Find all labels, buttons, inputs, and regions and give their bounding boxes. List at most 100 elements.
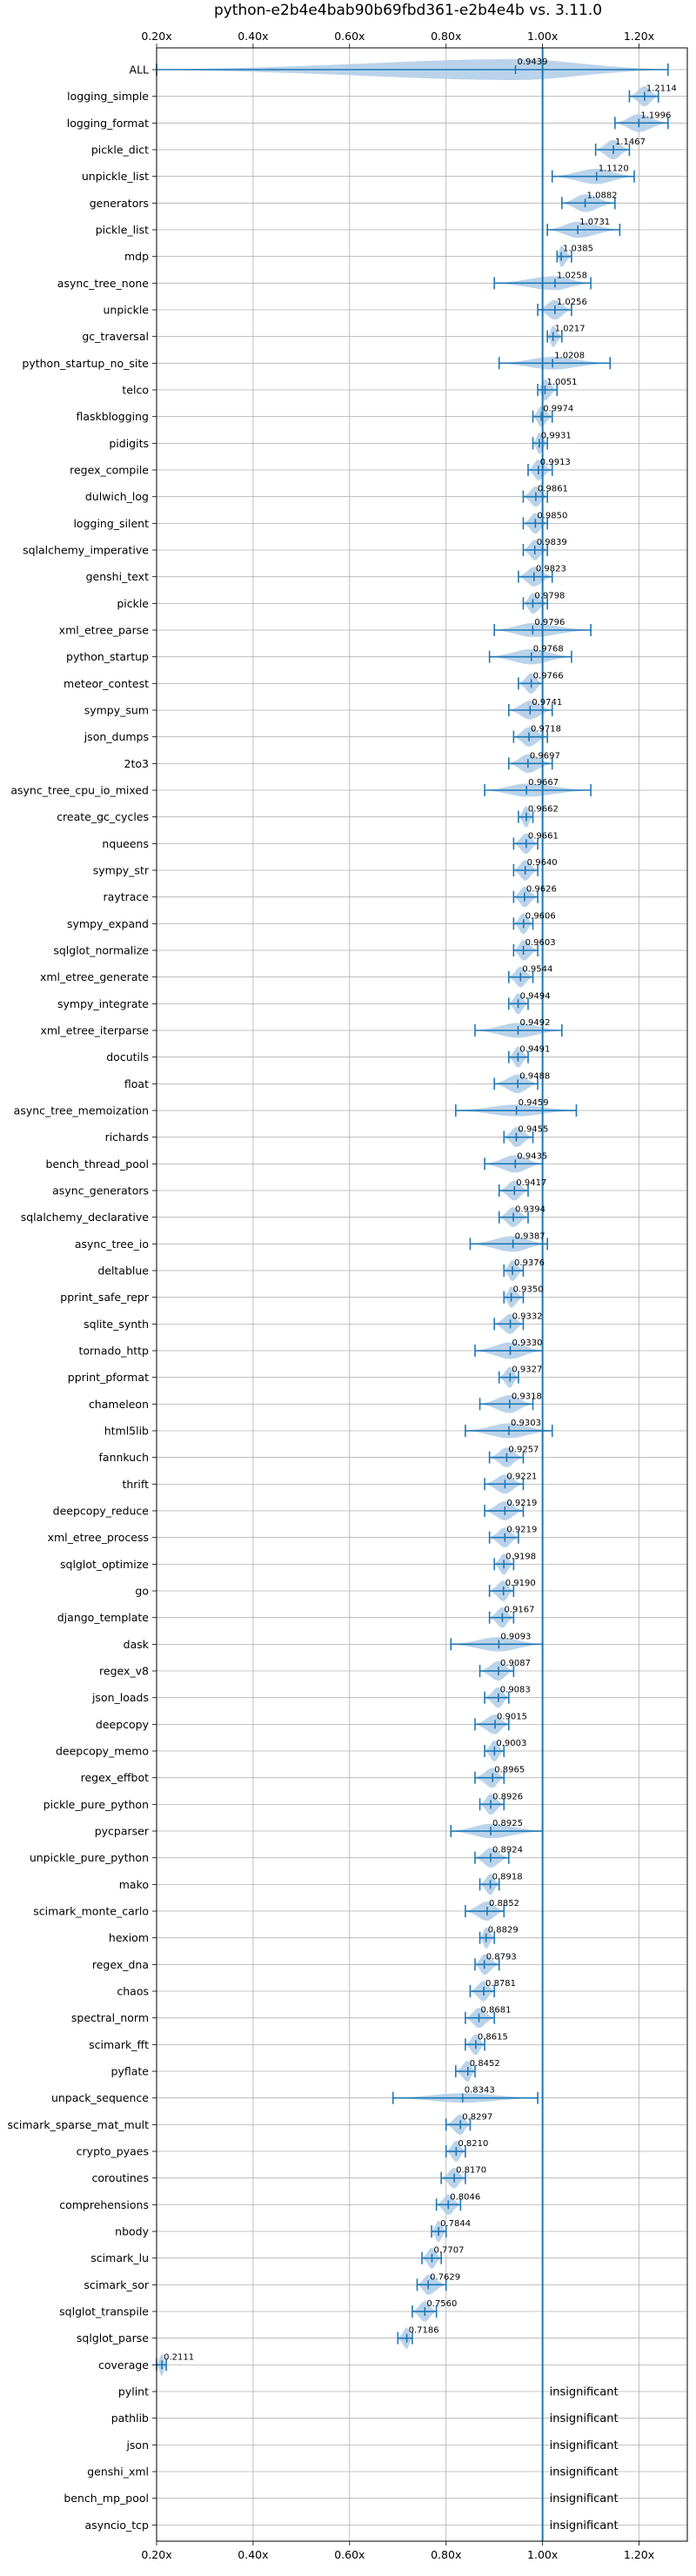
value-label: 1.1467 xyxy=(615,138,646,147)
category-label: deltablue xyxy=(97,1265,149,1278)
category-label: json_loads xyxy=(91,1691,149,1704)
value-label: 0.9330 xyxy=(512,1338,542,1348)
category-label: asyncio_tcp xyxy=(85,2519,150,2532)
value-label: 0.9394 xyxy=(515,1205,545,1215)
x-tick-label-top: 0.20x xyxy=(141,30,171,43)
category-label: deepcopy xyxy=(96,1718,150,1731)
value-label: 0.7707 xyxy=(433,2246,464,2256)
value-label: 1.0731 xyxy=(579,218,610,227)
value-label: 0.8924 xyxy=(492,1846,523,1855)
category-label: django_template xyxy=(57,1611,150,1624)
x-tick-label-top: 1.20x xyxy=(624,30,654,43)
x-tick-label-bottom: 0.60x xyxy=(334,2548,365,2561)
value-label: 1.0258 xyxy=(557,271,587,280)
category-label: bench_thread_pool xyxy=(45,1157,149,1171)
value-label: 0.9640 xyxy=(527,858,558,868)
insignificant-label: insignificant xyxy=(550,2492,619,2506)
x-tick-label-bottom: 0.40x xyxy=(238,2548,268,2561)
value-label: 0.9823 xyxy=(536,565,566,574)
value-label: 0.7560 xyxy=(426,2299,457,2309)
value-label: 0.9850 xyxy=(537,511,567,520)
value-label: 0.8852 xyxy=(489,1899,519,1909)
category-label: pyflate xyxy=(111,2065,150,2078)
value-label: 0.7629 xyxy=(430,2272,460,2282)
value-label: 0.9606 xyxy=(525,911,556,921)
value-label: 0.7844 xyxy=(440,2219,471,2229)
category-label: json xyxy=(125,2438,149,2452)
value-label: 0.8965 xyxy=(494,1766,525,1775)
category-label: chameleon xyxy=(89,1398,149,1411)
value-label: 1.1996 xyxy=(640,111,671,120)
value-label: 0.8926 xyxy=(492,1792,523,1801)
x-tick-label-bottom: 1.20x xyxy=(624,2548,654,2561)
range-bars xyxy=(156,64,669,2371)
category-label: unpickle xyxy=(103,304,149,317)
plot-frame xyxy=(156,47,688,2542)
value-label: 0.9697 xyxy=(530,751,560,761)
value-label: 0.8681 xyxy=(480,2006,511,2016)
category-label: thrift xyxy=(122,1478,149,1491)
category-label: pylint xyxy=(118,2385,149,2398)
category-label: regex_dna xyxy=(92,1958,149,1971)
category-label: sympy_str xyxy=(93,864,150,877)
x-tick-label-bottom: 1.00x xyxy=(527,2548,558,2561)
value-label: 1.0051 xyxy=(546,378,577,387)
value-label: 0.9190 xyxy=(505,1579,536,1588)
category-label: docutils xyxy=(106,1050,149,1063)
value-label: 0.9303 xyxy=(511,1419,541,1428)
category-label: unpickle_list xyxy=(82,170,149,183)
value-label: 0.8925 xyxy=(492,1819,523,1828)
category-label: sqlglot_optimize xyxy=(60,1558,149,1571)
category-label: telco xyxy=(122,384,149,397)
value-label: 0.9796 xyxy=(534,618,565,627)
value-label: 0.8781 xyxy=(485,1979,516,1989)
value-label: 0.8343 xyxy=(465,2086,495,2096)
category-label: generators xyxy=(90,197,149,210)
value-label: 0.8170 xyxy=(456,2166,486,2176)
category-label: fannkuch xyxy=(99,1451,149,1464)
value-label: 0.9318 xyxy=(512,1392,542,1401)
value-label: 0.8297 xyxy=(462,2112,492,2122)
category-label: pickle_pure_python xyxy=(44,1798,149,1811)
category-label: pidigits xyxy=(109,437,149,450)
value-label: 0.9003 xyxy=(496,1739,526,1748)
category-label: regex_v8 xyxy=(99,1665,149,1678)
category-label: richards xyxy=(105,1130,149,1144)
insignificant-label: insignificant xyxy=(550,2466,619,2479)
x-tick-label-bottom: 0.80x xyxy=(431,2548,461,2561)
value-label: 1.0217 xyxy=(555,325,586,334)
value-label: 0.9376 xyxy=(514,1258,545,1268)
value-label: 1.0256 xyxy=(557,298,587,307)
category-label: xml_etree_generate xyxy=(40,970,149,983)
category-label: scimark_monte_carlo xyxy=(33,1905,149,1918)
category-label: unpack_sequence xyxy=(51,2091,149,2104)
category-label: scimark_sor xyxy=(84,2278,149,2291)
value-label: 0.9488 xyxy=(519,1071,550,1081)
x-tick-label-bottom: 0.20x xyxy=(141,2548,171,2561)
category-label: nbody xyxy=(115,2225,149,2238)
chart-title: python-e2b4e4bab90b69fbd361-e2b4e4b vs. … xyxy=(214,2,602,19)
grid-layer xyxy=(152,48,687,2541)
category-label: pickle_dict xyxy=(91,144,149,157)
value-label: 0.9332 xyxy=(512,1311,543,1321)
category-label: dask xyxy=(124,1638,150,1651)
category-label: regex_compile xyxy=(70,464,149,477)
value-labels: 0.9439 1.2114 1.1996 1.1467 1.1120 1.0882 1.07… xyxy=(164,57,677,2362)
category-label: pickle_list xyxy=(96,224,149,237)
value-label: 0.9667 xyxy=(528,778,559,788)
value-label: 0.9741 xyxy=(532,698,562,708)
value-label: 0.8615 xyxy=(478,2032,508,2042)
category-label: gc_traversal xyxy=(82,330,149,343)
value-label: 0.9768 xyxy=(533,645,564,654)
category-label: create_gc_cycles xyxy=(57,810,149,823)
category-label: go xyxy=(135,1585,149,1598)
category-label: python_startup_no_site xyxy=(22,357,149,370)
category-label: async_tree_cpu_io_mixed xyxy=(10,784,149,797)
category-label: pprint_pformat xyxy=(68,1371,149,1384)
x-tick-label-top: 0.60x xyxy=(334,30,365,43)
value-label: 0.8793 xyxy=(486,1952,517,1962)
category-label: coroutines xyxy=(92,2171,149,2184)
category-label: sqlglot_transpile xyxy=(59,2305,149,2318)
category-label: genshi_text xyxy=(86,570,149,583)
category-label: float xyxy=(124,1077,149,1090)
